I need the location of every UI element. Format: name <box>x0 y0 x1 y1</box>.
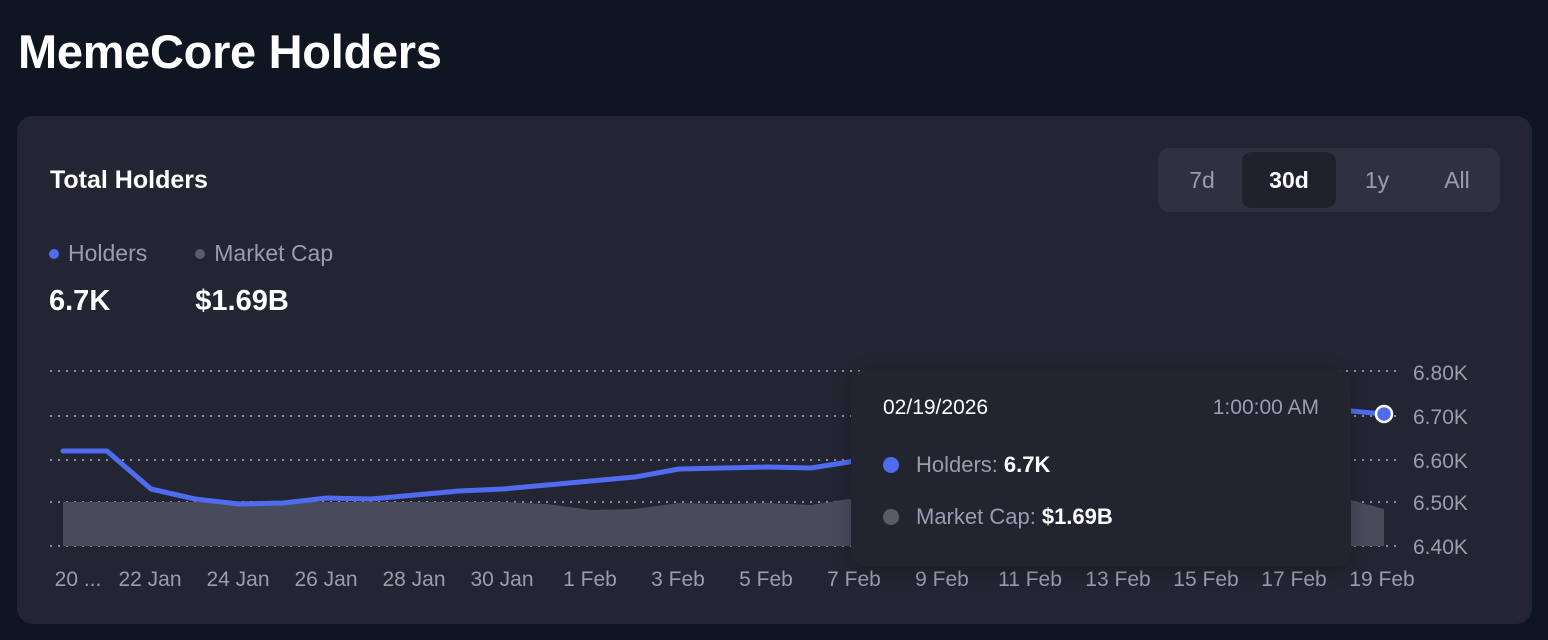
svg-text:28 Jan: 28 Jan <box>382 568 445 591</box>
range-7d-button[interactable]: 7d <box>1189 166 1215 193</box>
market-cap-dot-icon <box>195 248 206 259</box>
svg-text:13 Feb: 13 Feb <box>1085 568 1150 591</box>
svg-text:5 Feb: 5 Feb <box>739 568 793 591</box>
tooltip-holders-value: 6.7K <box>1003 452 1051 477</box>
holders-value: 6.7K <box>49 285 111 317</box>
svg-text:6.80K: 6.80K <box>1413 362 1468 385</box>
svg-text:20 ...: 20 ... <box>55 568 102 591</box>
holders-dot-icon <box>49 248 59 259</box>
svg-text:15 Feb: 15 Feb <box>1173 568 1238 591</box>
card-title: Total Holders <box>50 166 208 194</box>
range-all-button[interactable]: All <box>1444 166 1470 193</box>
legend-holders-label: Holders <box>68 240 148 266</box>
svg-text:19 Feb: 19 Feb <box>1349 568 1414 591</box>
svg-text:6.70K: 6.70K <box>1413 406 1468 429</box>
chart-tooltip: 02/19/2026 1:00:00 AM Holders: 6.7K Mark… <box>851 370 1351 566</box>
svg-text:6.40K: 6.40K <box>1413 536 1468 559</box>
svg-text:1 Feb: 1 Feb <box>563 568 617 591</box>
svg-text:26 Jan: 26 Jan <box>294 568 357 591</box>
time-range-selector: 7d 30d 1y All <box>1158 148 1500 212</box>
tooltip-market-cap-row: Market Cap: $1.69B <box>883 504 1113 530</box>
svg-text:24 Jan: 24 Jan <box>206 568 269 591</box>
svg-text:11 Feb: 11 Feb <box>998 568 1062 591</box>
holders-dot-icon <box>883 457 899 473</box>
tooltip-holders-label: Holders: <box>916 452 998 477</box>
range-1y-button[interactable]: 1y <box>1364 166 1390 193</box>
page-title: MemeCore Holders <box>18 25 442 78</box>
svg-text:30 Jan: 30 Jan <box>470 568 533 591</box>
svg-text:6.50K: 6.50K <box>1413 492 1468 515</box>
tooltip-market-cap-label: Market Cap: <box>916 504 1036 529</box>
svg-text:7 Feb: 7 Feb <box>827 568 881 591</box>
tooltip-date: 02/19/2026 <box>883 396 989 419</box>
market-cap-value: $1.69B <box>195 285 289 317</box>
svg-text:6.60K: 6.60K <box>1413 450 1468 473</box>
tooltip-time: 1:00:00 AM <box>1212 396 1319 419</box>
x-axis-labels: 20 ... 22 Jan 24 Jan 26 Jan 28 Jan 30 Ja… <box>55 568 1415 591</box>
svg-text:17 Feb: 17 Feb <box>1261 568 1326 591</box>
svg-text:3 Feb: 3 Feb <box>651 568 705 591</box>
highlighted-point-marker <box>1374 404 1394 424</box>
legend-holders[interactable]: Holders 6.7K <box>49 240 147 318</box>
tooltip-holders-row: Holders: 6.7K <box>883 452 1050 478</box>
svg-text:22 Jan: 22 Jan <box>118 568 181 591</box>
svg-text:9 Feb: 9 Feb <box>915 568 969 591</box>
y-axis-labels: 6.80K 6.70K 6.60K 6.50K 6.40K <box>1413 362 1468 559</box>
range-30d-button[interactable]: 30d <box>1242 152 1336 208</box>
legend-market-cap-label: Market Cap <box>214 240 334 266</box>
tooltip-market-cap-value: $1.69B <box>1041 504 1113 529</box>
market-cap-dot-icon <box>883 509 899 525</box>
legend-market-cap[interactable]: Market Cap $1.69B <box>195 240 333 318</box>
chart-legend: Holders 6.7K Market Cap $1.69B <box>49 240 333 318</box>
